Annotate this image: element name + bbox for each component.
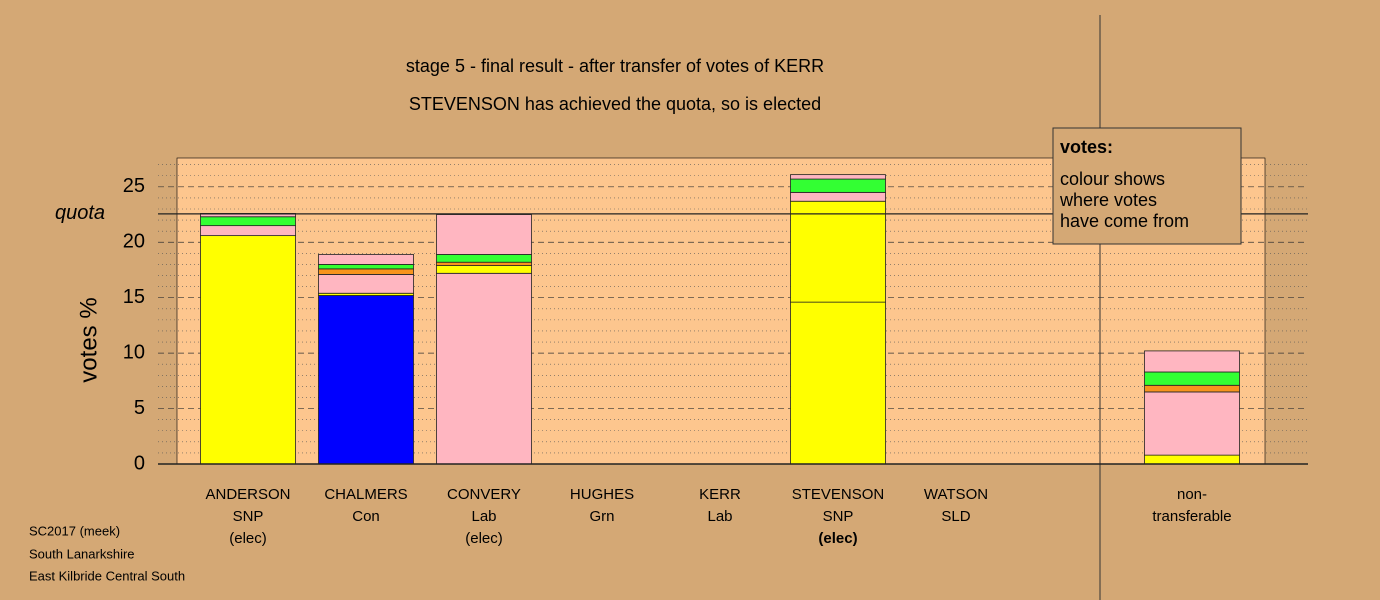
x-tick-label: Lab bbox=[471, 508, 496, 525]
bar-segment bbox=[436, 272, 532, 465]
x-tick-label: CONVERY bbox=[447, 486, 521, 503]
x-tick-label: Lab bbox=[707, 508, 732, 525]
bar-segment bbox=[1144, 350, 1240, 373]
bar-segment bbox=[318, 264, 414, 270]
bar-segment bbox=[318, 268, 414, 275]
chart-title: stage 5 - final result - after transfer … bbox=[406, 56, 824, 76]
x-tick-label: (elec) bbox=[229, 530, 267, 547]
y-axis-label: votes % bbox=[75, 297, 102, 382]
x-tick-label: Con bbox=[352, 508, 380, 525]
bar-segment bbox=[790, 200, 886, 303]
chart-subtitle: STEVENSON has achieved the quota, so is … bbox=[409, 94, 821, 114]
x-tick-label: SLD bbox=[941, 508, 970, 525]
bar-segment bbox=[200, 225, 296, 237]
x-tick-label: HUGHES bbox=[570, 486, 634, 503]
y-tick-label: 20 bbox=[123, 231, 145, 253]
bar-segment bbox=[318, 254, 414, 265]
x-tick-label: SNP bbox=[233, 508, 264, 525]
note-line: have come from bbox=[1060, 211, 1189, 231]
note-box bbox=[1052, 127, 1242, 245]
x-tick-label: STEVENSON bbox=[792, 486, 885, 503]
note-line: colour shows bbox=[1060, 169, 1165, 189]
footer-line: East Kilbride Central South bbox=[29, 568, 185, 583]
bar-segment bbox=[318, 274, 414, 294]
y-tick-label: 10 bbox=[123, 341, 145, 363]
bar-segment bbox=[1144, 391, 1240, 456]
y-tick-label: 25 bbox=[123, 175, 145, 197]
x-tick-label: WATSON bbox=[924, 486, 988, 503]
bar-segment bbox=[1144, 454, 1240, 465]
x-tick-label: Grn bbox=[589, 508, 614, 525]
bar-segment bbox=[200, 235, 296, 465]
x-tick-label: (elec) bbox=[818, 530, 857, 547]
bar-segment bbox=[790, 178, 886, 193]
bar-segment bbox=[1144, 371, 1240, 386]
bar-segment bbox=[436, 254, 532, 263]
note-title: votes: bbox=[1060, 137, 1113, 157]
x-tick-label: CHALMERS bbox=[324, 486, 407, 503]
x-tick-label: SNP bbox=[823, 508, 854, 525]
bar-segment bbox=[318, 295, 414, 465]
x-tick-label: non- bbox=[1177, 486, 1207, 503]
bar-segment bbox=[790, 301, 886, 465]
bar-segment bbox=[436, 261, 532, 266]
x-tick-label: transferable bbox=[1152, 508, 1231, 525]
footer-line: South Lanarkshire bbox=[29, 546, 135, 561]
footer-line: SC2017 (meek) bbox=[29, 523, 120, 538]
bar-segment bbox=[790, 191, 886, 202]
x-tick-label: KERR bbox=[699, 486, 741, 503]
x-tick-label: (elec) bbox=[465, 530, 503, 547]
y-tick-label: 0 bbox=[134, 452, 145, 474]
marks: 0 5 10 15 20 25 ANDERSON SNP (elec) CHALMERS Con CO… bbox=[55, 164, 1308, 547]
y-tick-label: 5 bbox=[134, 397, 145, 419]
bar-segment bbox=[1144, 384, 1240, 393]
note-line: where votes bbox=[1059, 190, 1157, 210]
quota-label: quota bbox=[55, 202, 105, 224]
x-tick-label: ANDERSON bbox=[205, 486, 290, 503]
y-tick-label: 15 bbox=[123, 286, 145, 308]
bar-segment bbox=[436, 265, 532, 274]
bar-segment bbox=[790, 174, 886, 180]
bar-segment bbox=[436, 214, 532, 255]
bar-segment bbox=[200, 216, 296, 227]
